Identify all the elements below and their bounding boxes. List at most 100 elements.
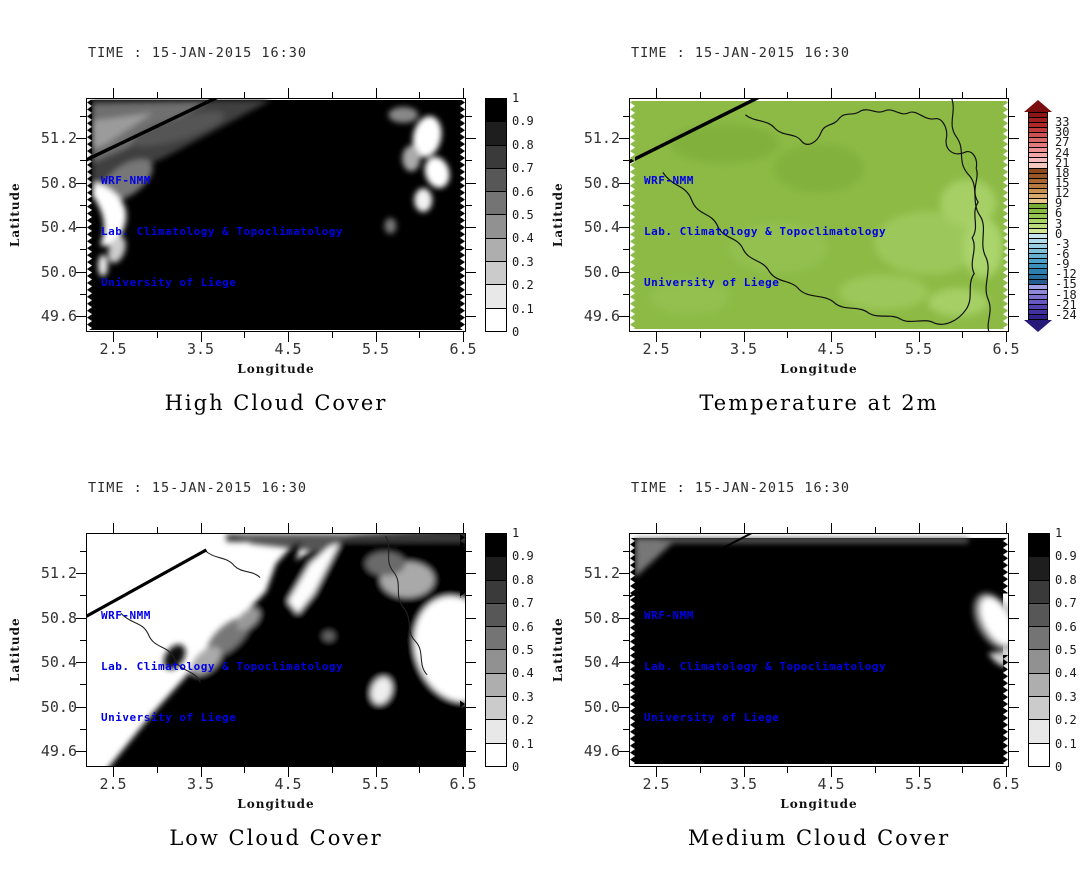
panel-title: Low Cloud Cover bbox=[169, 826, 383, 850]
y-major-tick bbox=[1009, 227, 1019, 228]
x-minor-tick bbox=[244, 332, 246, 338]
colorbar-tick-label: 0 bbox=[1055, 226, 1063, 241]
x-major-tick bbox=[656, 523, 657, 533]
x-minor-tick bbox=[244, 92, 246, 98]
y-major-tick bbox=[76, 138, 86, 139]
y-major-tick bbox=[619, 316, 629, 317]
colorbar-segment bbox=[1029, 113, 1047, 119]
colorbar-tick-label: 0.5 bbox=[512, 208, 534, 222]
x-minor-tick bbox=[962, 332, 964, 338]
colorbar-bottom-arrow bbox=[1024, 320, 1052, 332]
colorbar-segment bbox=[1029, 279, 1047, 285]
colorbar-segment bbox=[486, 697, 506, 721]
colorbar-segment bbox=[486, 743, 506, 766]
colorbar-segment bbox=[1029, 264, 1047, 270]
colorbar-tick-label: 0.3 bbox=[1055, 689, 1077, 704]
y-major-tick bbox=[619, 271, 629, 273]
map-plot-medium-cloud: WRF-NMM Lab. Climatology & Topoclimatolo… bbox=[629, 533, 1009, 767]
y-minor-tick bbox=[623, 595, 629, 597]
colorbar-bar bbox=[1028, 533, 1050, 767]
y-minor-tick bbox=[80, 249, 86, 251]
y-major-tick bbox=[1009, 316, 1019, 317]
y-minor-tick bbox=[1009, 684, 1015, 686]
colorbar-segment bbox=[486, 650, 506, 674]
y-major-tick bbox=[619, 662, 629, 663]
y-major-tick bbox=[1009, 271, 1019, 273]
y-minor-tick bbox=[623, 293, 629, 295]
colorbar-segment bbox=[1029, 123, 1047, 129]
y-axis-title: Latitude bbox=[8, 182, 22, 248]
y-minor-tick bbox=[80, 595, 86, 597]
x-major-tick bbox=[656, 332, 657, 342]
y-minor-tick bbox=[623, 550, 629, 552]
colorbar-tick-label: 0.1 bbox=[512, 301, 534, 316]
x-minor-tick bbox=[331, 92, 333, 98]
x-minor-tick bbox=[962, 767, 964, 773]
x-tick-label: 4.5 bbox=[274, 775, 302, 793]
colorbar-tick-label: -3 bbox=[1055, 236, 1070, 251]
x-minor-tick bbox=[331, 527, 333, 533]
y-minor-tick bbox=[1009, 550, 1015, 552]
y-major-tick bbox=[619, 706, 629, 708]
x-axis-title: Longitude bbox=[237, 797, 315, 811]
colorbar-segment bbox=[1029, 249, 1047, 255]
x-minor-tick bbox=[787, 527, 789, 533]
y-tick-label: 50.8 bbox=[40, 173, 77, 192]
x-minor-tick bbox=[419, 527, 421, 533]
colorbar-segment bbox=[486, 308, 506, 331]
colorbar-tick-label: 0 bbox=[512, 760, 520, 774]
y-minor-tick bbox=[1009, 249, 1015, 251]
x-axis-title: Longitude bbox=[780, 362, 858, 376]
y-minor-tick bbox=[1009, 639, 1015, 641]
x-major-tick bbox=[743, 332, 745, 342]
credit-line: University of Liege bbox=[101, 711, 237, 724]
x-minor-tick bbox=[331, 332, 333, 338]
y-minor-tick bbox=[80, 728, 86, 730]
x-major-tick bbox=[200, 88, 202, 98]
y-minor-tick bbox=[1009, 204, 1015, 206]
colorbar-tick-label: -6 bbox=[1055, 247, 1070, 262]
colorbar-segment bbox=[1029, 294, 1047, 300]
colorbar-tick-label: 0.8 bbox=[512, 572, 534, 587]
x-minor-tick bbox=[699, 92, 701, 98]
colorbar-segment bbox=[1029, 158, 1047, 164]
credit-line: University of Liege bbox=[644, 276, 780, 289]
y-minor-tick bbox=[623, 639, 629, 641]
y-tick-label: 50.0 bbox=[40, 262, 77, 281]
x-major-tick bbox=[1006, 332, 1007, 342]
x-tick-label: 6.5 bbox=[992, 775, 1020, 793]
colorbar-segment bbox=[1029, 178, 1047, 184]
y-minor-tick bbox=[623, 160, 629, 162]
colorbar-bar bbox=[1028, 112, 1048, 320]
colorbar-tick-label: 0.7 bbox=[1055, 596, 1077, 611]
colorbar-tick-label: -24 bbox=[1055, 307, 1077, 322]
y-major-tick bbox=[1009, 617, 1019, 619]
x-major-tick bbox=[113, 88, 114, 98]
y-tick-label: 51.2 bbox=[583, 564, 620, 582]
colorbar-tick-label: 0.4 bbox=[1055, 666, 1077, 681]
y-minor-tick bbox=[623, 728, 629, 730]
colorbar-bar bbox=[485, 533, 507, 767]
x-minor-tick bbox=[787, 767, 789, 773]
coastline bbox=[87, 548, 208, 618]
y-major-tick bbox=[466, 573, 476, 574]
x-minor-tick bbox=[874, 527, 876, 533]
y-minor-tick bbox=[80, 160, 86, 162]
y-minor-tick bbox=[466, 684, 472, 686]
colorbar-segment bbox=[1029, 188, 1047, 194]
colorbar-tick-label: 0.2 bbox=[512, 713, 534, 728]
x-minor-tick bbox=[419, 332, 421, 338]
country-borders bbox=[120, 535, 428, 683]
colorbar-segment bbox=[486, 192, 506, 216]
colorbar-tick-label: 0.5 bbox=[512, 643, 534, 657]
colorbar-tick-label: 0 bbox=[1055, 760, 1063, 774]
x-major-tick bbox=[375, 523, 377, 533]
colorbar-tick-label: 15 bbox=[1055, 176, 1070, 191]
x-major-tick bbox=[918, 523, 920, 533]
y-tick-label: 51.2 bbox=[40, 129, 77, 147]
colorbar-top-arrow bbox=[1024, 100, 1052, 112]
y-minor-tick bbox=[1009, 595, 1015, 597]
y-major-tick bbox=[466, 617, 476, 619]
colorbar-tick-label: -15 bbox=[1055, 277, 1077, 292]
panel-high-cloud-cover: TIME : 15-JAN-2015 16:30 bbox=[0, 0, 543, 435]
